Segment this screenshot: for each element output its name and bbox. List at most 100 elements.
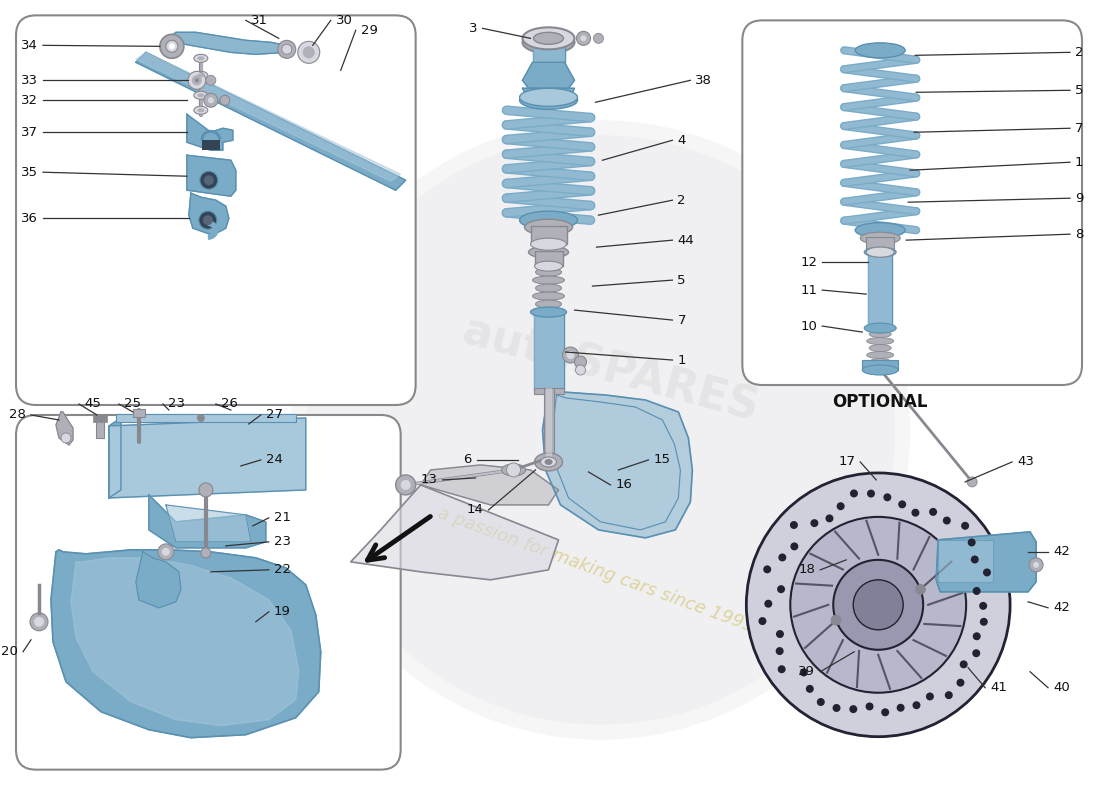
Circle shape — [881, 708, 889, 716]
Polygon shape — [148, 495, 266, 548]
Circle shape — [834, 560, 923, 650]
Circle shape — [913, 702, 921, 710]
Ellipse shape — [540, 457, 557, 467]
Circle shape — [778, 666, 785, 674]
Text: 6: 6 — [463, 454, 472, 466]
Circle shape — [945, 691, 953, 699]
FancyBboxPatch shape — [742, 20, 1082, 385]
Text: 25: 25 — [124, 398, 141, 410]
Circle shape — [896, 704, 904, 712]
Circle shape — [800, 669, 807, 677]
Ellipse shape — [535, 261, 562, 271]
Circle shape — [282, 44, 292, 54]
Text: 16: 16 — [616, 478, 632, 491]
Text: 28: 28 — [9, 409, 26, 422]
Circle shape — [199, 483, 212, 497]
Ellipse shape — [865, 323, 896, 333]
Text: 40: 40 — [1053, 682, 1070, 694]
Text: 12: 12 — [801, 256, 817, 269]
Text: 29: 29 — [361, 24, 377, 37]
Circle shape — [158, 544, 174, 560]
Bar — [534, 388, 563, 394]
Bar — [534, 312, 563, 390]
Text: 18: 18 — [799, 563, 815, 576]
Circle shape — [930, 508, 937, 516]
Polygon shape — [136, 52, 406, 190]
Text: 38: 38 — [695, 74, 713, 87]
Text: 41: 41 — [990, 682, 1006, 694]
Circle shape — [817, 698, 825, 706]
Text: 32: 32 — [21, 94, 38, 106]
Ellipse shape — [530, 307, 566, 317]
Circle shape — [972, 650, 980, 658]
Bar — [534, 312, 563, 390]
Polygon shape — [187, 155, 235, 196]
FancyBboxPatch shape — [16, 15, 416, 405]
Bar — [96, 416, 103, 438]
Text: 1: 1 — [1075, 156, 1084, 169]
Circle shape — [959, 660, 968, 668]
Text: 11: 11 — [801, 284, 817, 297]
Circle shape — [202, 215, 212, 225]
Text: 14: 14 — [466, 503, 484, 516]
Text: 23: 23 — [168, 398, 185, 410]
Ellipse shape — [855, 43, 905, 58]
Text: 1: 1 — [678, 354, 686, 366]
Circle shape — [60, 433, 72, 443]
Text: 39: 39 — [799, 666, 815, 678]
Polygon shape — [166, 32, 286, 54]
Circle shape — [396, 475, 416, 495]
Circle shape — [806, 685, 814, 693]
Circle shape — [961, 522, 969, 530]
Ellipse shape — [194, 54, 208, 62]
Circle shape — [575, 365, 585, 375]
Polygon shape — [189, 193, 229, 235]
Circle shape — [581, 35, 586, 42]
Circle shape — [34, 617, 44, 626]
Text: 9: 9 — [1075, 192, 1084, 205]
Text: 27: 27 — [266, 409, 283, 422]
Polygon shape — [351, 485, 559, 580]
Text: 30: 30 — [336, 14, 353, 27]
Ellipse shape — [194, 106, 208, 114]
Text: OPTIONAL: OPTIONAL — [833, 393, 928, 411]
Polygon shape — [552, 395, 681, 530]
Polygon shape — [187, 114, 233, 150]
Circle shape — [971, 555, 979, 563]
Text: 42: 42 — [1053, 546, 1070, 558]
Ellipse shape — [869, 345, 891, 351]
Text: 43: 43 — [1018, 455, 1034, 469]
Ellipse shape — [867, 338, 893, 345]
Text: 23: 23 — [274, 535, 290, 548]
Circle shape — [912, 509, 920, 517]
Polygon shape — [166, 505, 251, 542]
Text: 7: 7 — [1075, 122, 1084, 134]
Circle shape — [400, 480, 410, 490]
Text: 35: 35 — [21, 166, 38, 178]
Polygon shape — [542, 390, 692, 538]
Text: 17: 17 — [838, 455, 855, 469]
Circle shape — [866, 702, 873, 710]
Circle shape — [200, 171, 218, 189]
Circle shape — [169, 43, 175, 50]
Bar — [532, 38, 564, 80]
Circle shape — [943, 517, 950, 525]
Ellipse shape — [197, 108, 205, 112]
Circle shape — [854, 580, 903, 630]
Circle shape — [926, 693, 934, 701]
Text: 26: 26 — [221, 398, 238, 410]
Ellipse shape — [525, 219, 572, 235]
Text: 34: 34 — [21, 39, 38, 52]
Ellipse shape — [536, 284, 561, 292]
Text: 24: 24 — [266, 454, 283, 466]
Circle shape — [199, 211, 217, 229]
Circle shape — [983, 569, 991, 577]
Ellipse shape — [869, 330, 891, 338]
Text: 33: 33 — [21, 74, 38, 87]
Text: 8: 8 — [1075, 228, 1084, 241]
Polygon shape — [56, 412, 73, 445]
Bar — [868, 252, 892, 328]
Circle shape — [777, 585, 785, 593]
Polygon shape — [72, 558, 299, 726]
Bar — [92, 415, 107, 422]
